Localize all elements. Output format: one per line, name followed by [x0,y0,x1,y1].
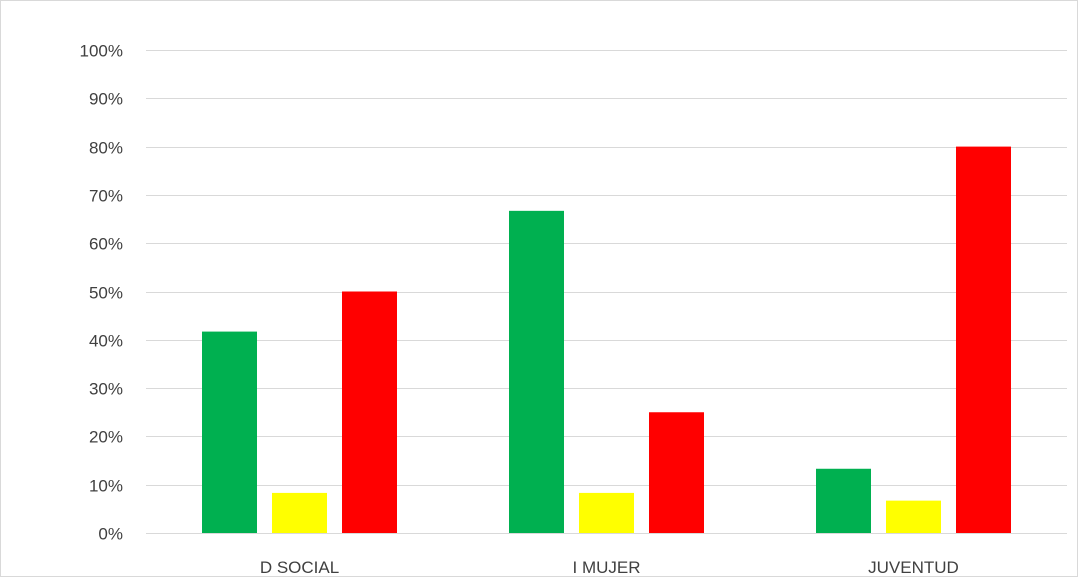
x-category-label: D SOCIAL [260,558,339,576]
bar-juventud-series-3 [956,146,1011,533]
y-tick-label: 50% [89,284,123,303]
x-category-label: JUVENTUD [868,558,959,576]
bar-juventud-series-2 [886,500,941,533]
y-tick-label: 100% [80,42,123,61]
y-tick-label: 90% [89,90,123,109]
y-tick-label: 40% [89,332,123,351]
y-tick-label: 30% [89,380,123,399]
bar-d-social-series-2 [272,492,327,533]
bars [202,146,1011,534]
bar-i-mujer-series-3 [649,412,704,533]
bar-d-social-series-1 [202,331,257,533]
x-category-label: I MUJER [573,558,641,576]
y-tick-label: 20% [89,428,123,447]
bar-d-social-series-3 [342,291,397,533]
bar-i-mujer-series-1 [509,210,564,534]
y-tick-label: 0% [98,525,123,544]
axes: 0% 10% 20% 30% 40% 50% 60% 70% 80% 90% 100% D SOCIA… [80,42,1067,576]
bar-juventud-series-1 [816,468,871,533]
y-tick-label: 80% [89,139,123,158]
y-tick-label: 10% [89,477,123,496]
y-tick-label: 70% [89,187,123,206]
y-tick-label: 60% [89,235,123,254]
bar-i-mujer-series-2 [579,492,634,533]
gridlines [146,50,1067,486]
